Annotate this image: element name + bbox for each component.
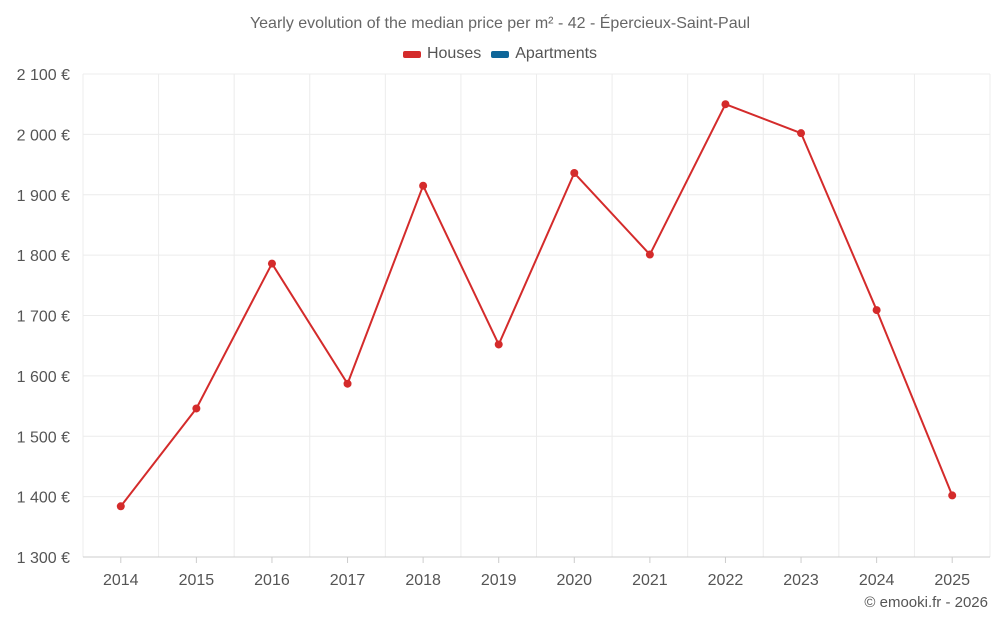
x-tick-label: 2024 [859,572,895,589]
x-tick-label: 2020 [556,572,592,589]
series-line-houses [120,103,954,507]
data-point [570,169,579,178]
y-tick-label: 1 400 € [17,490,70,507]
legend-label-houses: Houses [426,45,482,62]
axes: 1 300 € 1 400 € 1 500 € 1 600 € 1 700 € 1 800… [17,67,990,589]
y-tick-label: 1 700 € [17,309,70,326]
x-tick-label: 2018 [405,572,441,589]
x-tick-label: 2025 [934,572,970,589]
data-point [721,100,730,109]
legend-swatch-houses [402,50,421,58]
y-tick-label: 1 500 € [17,429,70,446]
y-tick-label: 1 900 € [17,188,70,205]
credit-text: © emooki.fr - 2026 [864,594,988,611]
data-point [948,491,957,500]
data-point [872,306,881,315]
x-tick-label: 2021 [632,572,668,589]
y-tick-label: 1 600 € [17,369,70,386]
x-tick-label: 2014 [103,572,139,589]
y-tick-label: 2 000 € [17,127,70,144]
x-tick-label: 2015 [179,572,215,589]
x-tick-label: 2017 [330,572,366,589]
data-point [267,259,276,268]
data-point [343,379,352,388]
x-tick-label: 2023 [783,572,819,589]
legend-item-houses[interactable]: Houses [402,45,482,63]
legend-label-apartments: Apartments [515,45,598,62]
y-tick-label: 1 300 € [17,550,70,567]
legend-swatch-apartments [491,50,510,58]
y-tick-label: 1 800 € [17,248,70,265]
x-tick-label: 2016 [254,572,290,589]
grid [82,73,991,557]
data-point [494,340,503,349]
data-point [797,129,806,138]
series [116,100,957,511]
data-point [419,181,428,190]
data-point [192,404,201,413]
x-tick-label: 2022 [708,572,744,589]
data-point [116,502,125,511]
chart-title: Yearly evolution of the median price per… [249,15,751,32]
x-tick-label: 2019 [481,572,517,589]
y-tick-label: 2 100 € [17,67,70,84]
legend-item-apartments[interactable]: Apartments [491,45,597,63]
legend: Houses Apartments [0,45,1000,63]
data-point [645,250,654,259]
